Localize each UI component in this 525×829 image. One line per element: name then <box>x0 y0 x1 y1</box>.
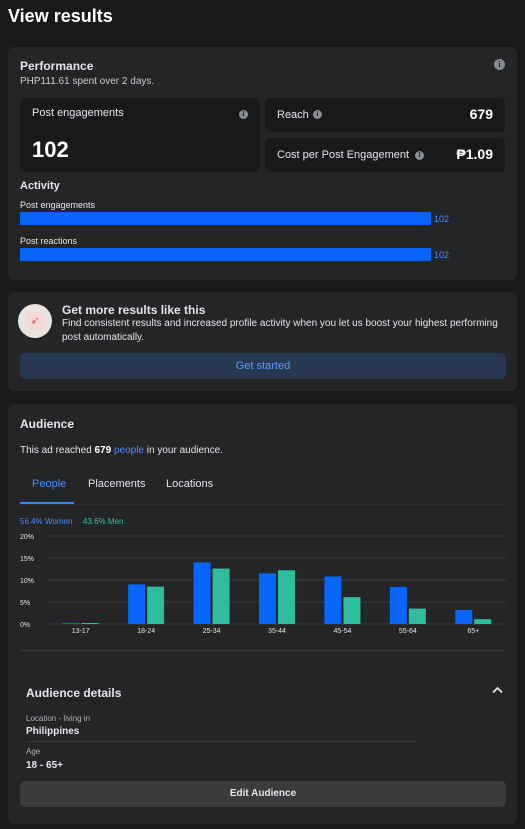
y-tick-label: 0% <box>20 622 30 629</box>
reach-suffix: in your audience. <box>146 445 223 456</box>
bar-men-55-64[interactable] <box>408 608 426 624</box>
metric-cost-per-engagement: Cost per Post Engagement i ₱1.09 <box>265 138 505 172</box>
y-tick-label: 10% <box>20 578 34 585</box>
bar-women-55-64[interactable] <box>389 587 407 624</box>
metric-label: Reach <box>277 109 309 121</box>
metric-value: 102 <box>32 137 69 162</box>
legend-men: 43.6% Men <box>83 517 124 526</box>
age-label: Age <box>26 747 41 756</box>
tab-people[interactable]: People <box>32 478 67 490</box>
details-divider <box>26 741 416 742</box>
bar-women-35-44[interactable] <box>259 573 276 624</box>
reach-prefix: This ad reached <box>20 445 92 456</box>
tab-locations[interactable]: Locations <box>166 478 214 490</box>
y-tick-label: 15% <box>20 556 34 563</box>
bar-men-25-34[interactable] <box>212 568 230 624</box>
activity-bar <box>20 212 431 225</box>
activity-value: 102 <box>434 250 450 260</box>
audience-reach-text: This ad reached 679 people in your audie… <box>20 445 223 456</box>
performance-heading: Performance <box>20 59 94 73</box>
bar-women-45-54[interactable] <box>324 576 342 624</box>
activity-value: 102 <box>434 214 450 224</box>
reach-count: 679 <box>94 445 112 456</box>
metric-reach: Reach i 679 <box>265 98 505 132</box>
age-gender-chart: 20% 15% 10% 5% 0% 13-17 18-24 25-34 35-44 45-54 55… <box>20 534 506 635</box>
spent-summary: PHP111.61 spent over 2 days. <box>20 76 155 87</box>
bar-men-13-17[interactable] <box>81 623 99 624</box>
x-tick-label: 35-44 <box>268 628 286 635</box>
metric-value: 679 <box>469 106 493 122</box>
edit-audience-button[interactable]: Edit Audience <box>20 781 506 807</box>
y-tick-label: 20% <box>20 534 34 541</box>
promo-title: Get more results like this <box>62 303 206 317</box>
location-value: Philippines <box>26 726 80 737</box>
bar-men-65+[interactable] <box>474 619 492 624</box>
activity-label: Post reactions <box>20 236 78 246</box>
bar-men-35-44[interactable] <box>278 570 295 624</box>
bar-men-18-24[interactable] <box>147 586 165 624</box>
legend-women: 56.4% Women <box>20 517 73 526</box>
audience-card: Audience This ad reached 679 people in y… <box>8 404 517 824</box>
promo-description: Find consistent results and increased pr… <box>62 318 498 343</box>
bar-women-65+[interactable] <box>455 609 473 624</box>
metric-label: Cost per Post Engagement <box>277 149 410 161</box>
page-title: View results <box>8 6 113 26</box>
x-tick-label: 25-34 <box>203 628 221 635</box>
metric-label: Post engagements <box>32 107 124 119</box>
tab-placements[interactable]: Placements <box>88 478 146 490</box>
activity-label: Post engagements <box>20 200 96 210</box>
boost-promo-card: ➶ Get more results like this Find consis… <box>8 292 517 391</box>
bar-men-45-54[interactable] <box>343 597 361 624</box>
chevron-up-icon[interactable] <box>492 685 503 697</box>
info-icon[interactable]: i <box>415 151 424 160</box>
audience-heading: Audience <box>20 417 75 431</box>
activity-bar <box>20 248 431 261</box>
bar-women-18-24[interactable] <box>128 584 146 624</box>
bar-women-13-17[interactable] <box>62 623 80 624</box>
x-tick-label: 45-54 <box>333 628 351 635</box>
metric-value: ₱1.09 <box>456 146 493 162</box>
age-value: 18 - 65+ <box>26 760 63 771</box>
bar-women-25-34[interactable] <box>193 562 211 624</box>
activity-heading: Activity <box>20 180 60 192</box>
audience-details-heading: Audience details <box>26 686 122 700</box>
location-label: Location - living in <box>26 714 91 723</box>
boost-illustration-icon: ➶ <box>18 304 52 338</box>
info-icon[interactable]: i <box>313 110 322 119</box>
info-icon[interactable]: i <box>494 59 505 70</box>
metric-post-engagements: Post engagements i 102 <box>20 98 260 172</box>
x-tick-label: 13-17 <box>72 628 90 635</box>
performance-card: Performance PHP111.61 spent over 2 days.… <box>8 47 517 280</box>
get-started-button[interactable]: Get started <box>20 353 506 379</box>
x-tick-label: 65+ <box>467 628 479 635</box>
x-tick-label: 55-64 <box>399 628 417 635</box>
section-divider <box>20 650 505 651</box>
info-icon[interactable]: i <box>239 110 248 119</box>
x-tick-label: 18-24 <box>137 628 155 635</box>
active-tab-indicator <box>20 502 74 504</box>
tab-divider <box>20 504 505 505</box>
y-tick-label: 5% <box>20 600 30 607</box>
people-link[interactable]: people <box>113 445 144 456</box>
